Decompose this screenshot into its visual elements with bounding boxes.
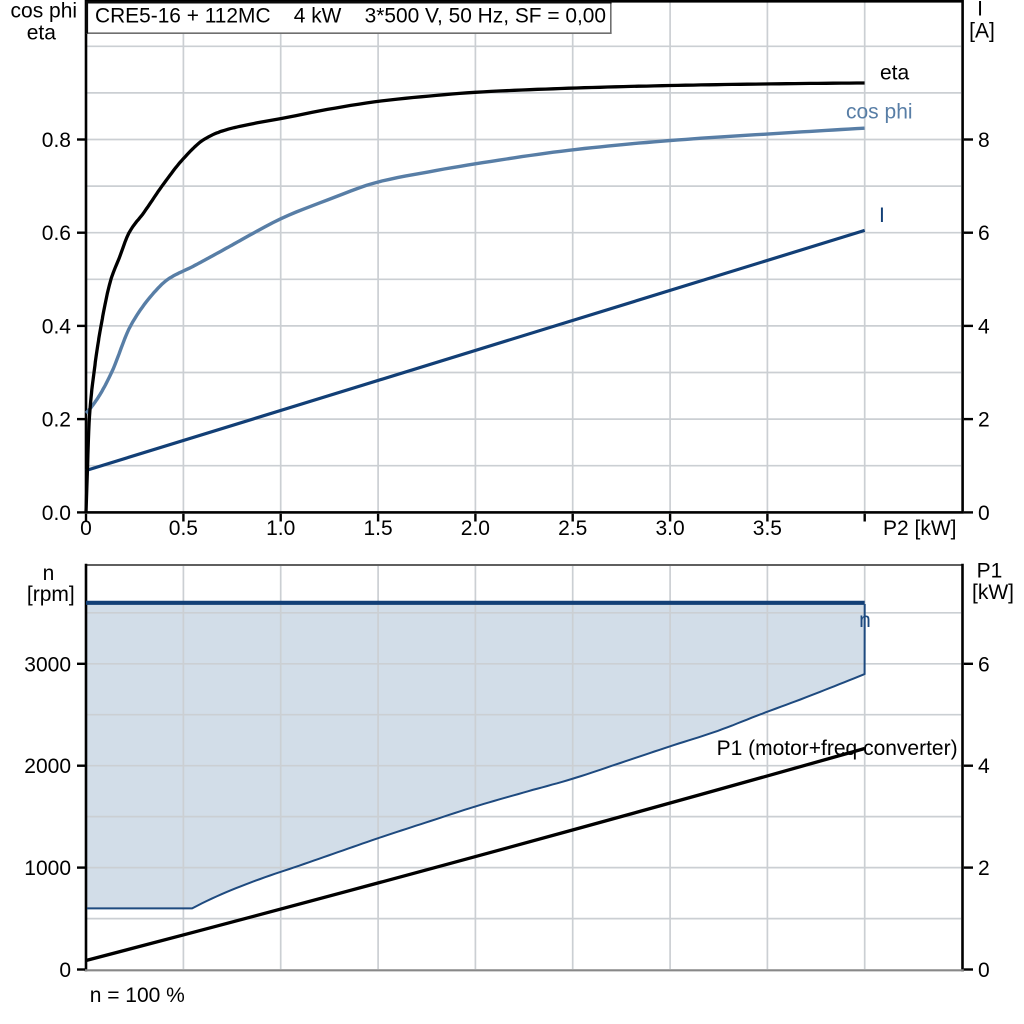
svg-text:P1: P1 <box>977 560 1003 583</box>
svg-text:cos phi: cos phi <box>846 101 913 124</box>
svg-text:[rpm]: [rpm] <box>27 583 75 606</box>
svg-text:n = 100 %: n = 100 % <box>90 984 185 1007</box>
svg-text:8: 8 <box>978 129 990 152</box>
svg-text:0: 0 <box>978 959 990 982</box>
svg-text:0.4: 0.4 <box>42 315 72 338</box>
svg-text:n: n <box>859 609 871 632</box>
svg-text:6: 6 <box>978 653 990 676</box>
svg-text:eta: eta <box>880 62 910 85</box>
svg-text:cos phi: cos phi <box>11 0 78 22</box>
svg-text:0.0: 0.0 <box>42 502 71 525</box>
svg-text:2: 2 <box>978 409 990 432</box>
svg-text:6: 6 <box>978 222 990 245</box>
svg-text:3000: 3000 <box>24 653 71 676</box>
svg-text:1.5: 1.5 <box>363 517 392 540</box>
svg-text:2: 2 <box>978 857 990 880</box>
svg-text:0: 0 <box>59 959 71 982</box>
svg-text:2.5: 2.5 <box>558 517 587 540</box>
svg-text:0.6: 0.6 <box>42 222 71 245</box>
svg-text:0.2: 0.2 <box>42 409 71 432</box>
svg-text:[A]: [A] <box>969 20 995 43</box>
svg-text:1000: 1000 <box>24 857 71 880</box>
svg-text:4: 4 <box>978 755 990 778</box>
svg-text:0: 0 <box>80 517 92 540</box>
svg-text:2.0: 2.0 <box>461 517 490 540</box>
svg-text:0.8: 0.8 <box>42 129 71 152</box>
svg-text:eta: eta <box>27 22 57 45</box>
svg-text:I: I <box>977 0 983 21</box>
svg-text:P2 [kW]: P2 [kW] <box>883 517 957 540</box>
svg-text:0: 0 <box>978 502 990 525</box>
svg-text:P1 (motor+freq converter): P1 (motor+freq converter) <box>717 737 958 760</box>
svg-text:4: 4 <box>978 315 990 338</box>
svg-text:[kW]: [kW] <box>972 581 1014 604</box>
svg-text:I: I <box>879 204 885 227</box>
svg-text:2000: 2000 <box>24 755 71 778</box>
svg-text:3.5: 3.5 <box>753 517 782 540</box>
svg-text:3.0: 3.0 <box>655 517 684 540</box>
svg-text:0.5: 0.5 <box>169 517 198 540</box>
svg-text:CRE5-16 + 112MC 4 kW 3*5: CRE5-16 + 112MC 4 kW 3*500 V, 50 Hz, SF … <box>95 3 606 27</box>
svg-text:1.0: 1.0 <box>266 517 295 540</box>
svg-text:n: n <box>43 562 55 585</box>
